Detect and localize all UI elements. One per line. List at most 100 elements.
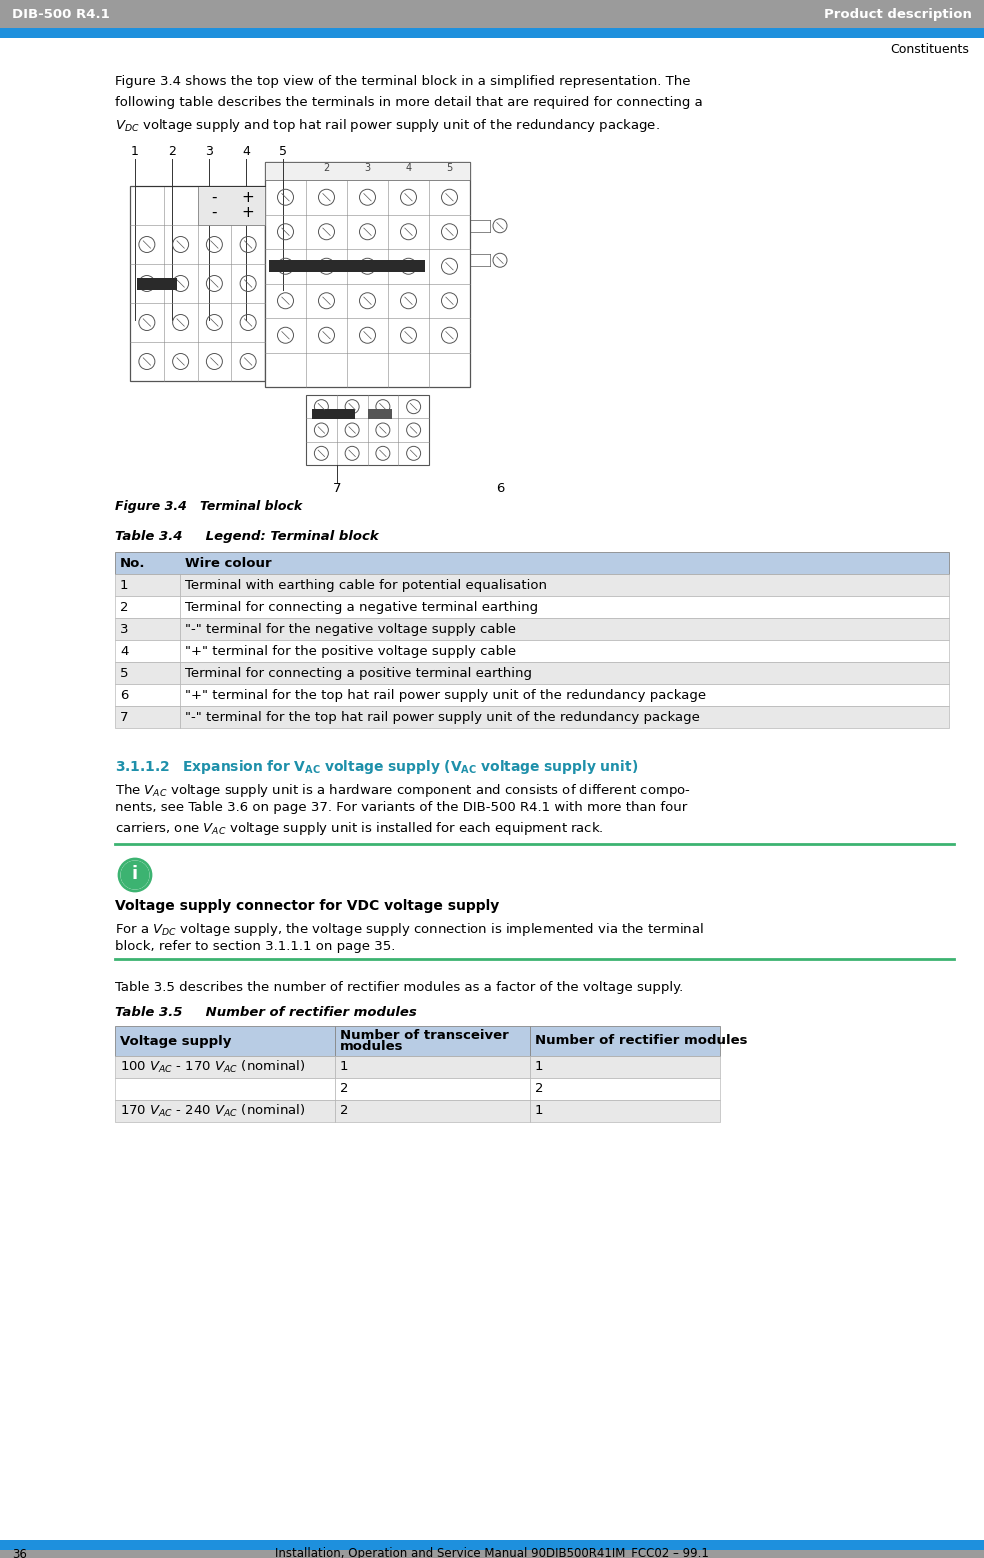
Bar xyxy=(115,1078,335,1100)
Text: Number of rectifier modules: Number of rectifier modules xyxy=(535,1035,748,1047)
Text: Product description: Product description xyxy=(825,8,972,20)
Text: 36: 36 xyxy=(12,1547,27,1558)
Text: Table 3.5 describes the number of rectifier modules as a factor of the voltage s: Table 3.5 describes the number of rectif… xyxy=(115,982,683,994)
Text: -: - xyxy=(212,204,217,220)
Bar xyxy=(115,552,949,573)
Bar xyxy=(0,28,984,37)
Text: following table describes the terminals in more detail that are required for con: following table describes the terminals … xyxy=(115,97,703,109)
Text: 3: 3 xyxy=(120,623,129,636)
Text: DIB-500 R4.1: DIB-500 R4.1 xyxy=(12,8,110,20)
Text: Voltage supply connector for VDC voltage supply: Voltage supply connector for VDC voltage… xyxy=(115,899,499,913)
Text: $\mathbf{3.1.1.2\ \ \ }$$\mathbf{Expansion\ for\ V_{AC}\ voltage\ supply\ (V_{AC: $\mathbf{3.1.1.2\ \ \ }$$\mathbf{Expansi… xyxy=(115,759,639,776)
Bar xyxy=(115,684,180,706)
Text: For a $V_{DC}$ voltage supply, the voltage supply connection is implemented via : For a $V_{DC}$ voltage supply, the volta… xyxy=(115,921,704,938)
Bar xyxy=(367,410,392,419)
Text: 1: 1 xyxy=(340,1061,348,1073)
Text: 1: 1 xyxy=(131,145,139,157)
Text: "-" terminal for the negative voltage supply cable: "-" terminal for the negative voltage su… xyxy=(185,623,516,636)
Circle shape xyxy=(119,858,151,891)
Bar xyxy=(335,1027,530,1056)
Bar xyxy=(0,1539,984,1550)
Text: 100 $V_{AC}$ - 170 $V_{AC}$ (nominal): 100 $V_{AC}$ - 170 $V_{AC}$ (nominal) xyxy=(120,1059,305,1075)
Bar xyxy=(115,573,180,597)
Text: 4: 4 xyxy=(120,645,128,657)
Text: -: - xyxy=(212,190,217,206)
Text: 6: 6 xyxy=(120,689,128,701)
Bar xyxy=(312,410,355,419)
Text: "+" terminal for the top hat rail power supply unit of the redundancy package: "+" terminal for the top hat rail power … xyxy=(185,689,707,701)
Text: 1: 1 xyxy=(535,1105,543,1117)
Bar xyxy=(0,1550,984,1558)
Text: 1: 1 xyxy=(535,1061,543,1073)
Text: 2: 2 xyxy=(168,145,176,157)
Bar xyxy=(115,1027,335,1056)
Text: Table 3.4     Legend: Terminal block: Table 3.4 Legend: Terminal block xyxy=(115,530,379,544)
Text: Figure 3.4   Terminal block: Figure 3.4 Terminal block xyxy=(115,500,302,513)
Text: Wire colour: Wire colour xyxy=(185,556,272,570)
Text: Number of transceiver: Number of transceiver xyxy=(340,1028,509,1042)
Bar xyxy=(180,684,949,706)
Bar xyxy=(180,662,949,684)
Bar xyxy=(137,277,177,290)
Bar xyxy=(115,640,180,662)
Text: 2: 2 xyxy=(535,1083,543,1095)
Text: 4: 4 xyxy=(405,164,411,173)
Bar xyxy=(530,1100,720,1122)
Bar xyxy=(530,1027,720,1056)
Bar xyxy=(115,597,180,619)
Text: i: i xyxy=(132,865,138,883)
Bar xyxy=(115,1056,335,1078)
Bar xyxy=(335,1056,530,1078)
Text: 5: 5 xyxy=(279,145,287,157)
Text: 3: 3 xyxy=(364,164,371,173)
Bar xyxy=(180,619,949,640)
Bar xyxy=(269,260,425,273)
Text: block, refer to section 3.1.1.1 on page 35.: block, refer to section 3.1.1.1 on page … xyxy=(115,939,396,953)
Bar xyxy=(306,396,429,464)
Text: Voltage supply: Voltage supply xyxy=(120,1035,231,1047)
Bar xyxy=(530,1056,720,1078)
Bar xyxy=(198,185,265,224)
Bar xyxy=(115,1100,335,1122)
Text: 170 $V_{AC}$ - 240 $V_{AC}$ (nominal): 170 $V_{AC}$ - 240 $V_{AC}$ (nominal) xyxy=(120,1103,305,1119)
Text: 2: 2 xyxy=(120,600,129,614)
Text: Terminal for connecting a positive terminal earthing: Terminal for connecting a positive termi… xyxy=(185,667,532,679)
Circle shape xyxy=(120,860,150,890)
Text: 7: 7 xyxy=(333,481,341,495)
Text: carriers, one $V_{AC}$ voltage supply unit is installed for each equipment rack.: carriers, one $V_{AC}$ voltage supply un… xyxy=(115,820,604,837)
Bar xyxy=(180,706,949,728)
Text: 2: 2 xyxy=(340,1105,348,1117)
Text: 1: 1 xyxy=(120,578,129,592)
Text: 2: 2 xyxy=(340,1083,348,1095)
Bar xyxy=(265,162,470,386)
Bar xyxy=(0,0,984,28)
Text: 3: 3 xyxy=(205,145,213,157)
Bar xyxy=(180,597,949,619)
Bar xyxy=(530,1078,720,1100)
Bar xyxy=(115,706,180,728)
Bar xyxy=(115,662,180,684)
Bar xyxy=(335,1100,530,1122)
Bar xyxy=(335,1078,530,1100)
Text: 4: 4 xyxy=(242,145,250,157)
Text: Table 3.5     Number of rectifier modules: Table 3.5 Number of rectifier modules xyxy=(115,1006,417,1019)
Bar xyxy=(265,162,470,181)
Bar xyxy=(130,185,265,382)
Text: Terminal for connecting a negative terminal earthing: Terminal for connecting a negative termi… xyxy=(185,600,538,614)
Bar xyxy=(180,573,949,597)
Text: nents, see Table 3.6 on page 37. For variants of the DIB-500 R4.1 with more than: nents, see Table 3.6 on page 37. For var… xyxy=(115,801,687,813)
Text: Installation, Operation and Service Manual 90DIB500R41IM_FCC02 – 99.1: Installation, Operation and Service Manu… xyxy=(276,1547,708,1558)
Text: $V_{DC}$ voltage supply and top hat rail power supply unit of the redundancy pac: $V_{DC}$ voltage supply and top hat rail… xyxy=(115,117,660,134)
Bar xyxy=(180,640,949,662)
Text: Figure 3.4 shows the top view of the terminal block in a simplified representati: Figure 3.4 shows the top view of the ter… xyxy=(115,75,691,87)
Text: "+" terminal for the positive voltage supply cable: "+" terminal for the positive voltage su… xyxy=(185,645,517,657)
Text: Constituents: Constituents xyxy=(891,44,969,56)
Text: 5: 5 xyxy=(447,164,453,173)
Text: +: + xyxy=(242,204,255,220)
Text: +: + xyxy=(242,190,255,206)
Bar xyxy=(115,619,180,640)
Text: 7: 7 xyxy=(120,710,129,723)
Text: 2: 2 xyxy=(324,164,330,173)
Text: "-" terminal for the top hat rail power supply unit of the redundancy package: "-" terminal for the top hat rail power … xyxy=(185,710,700,723)
Text: modules: modules xyxy=(340,1041,403,1053)
